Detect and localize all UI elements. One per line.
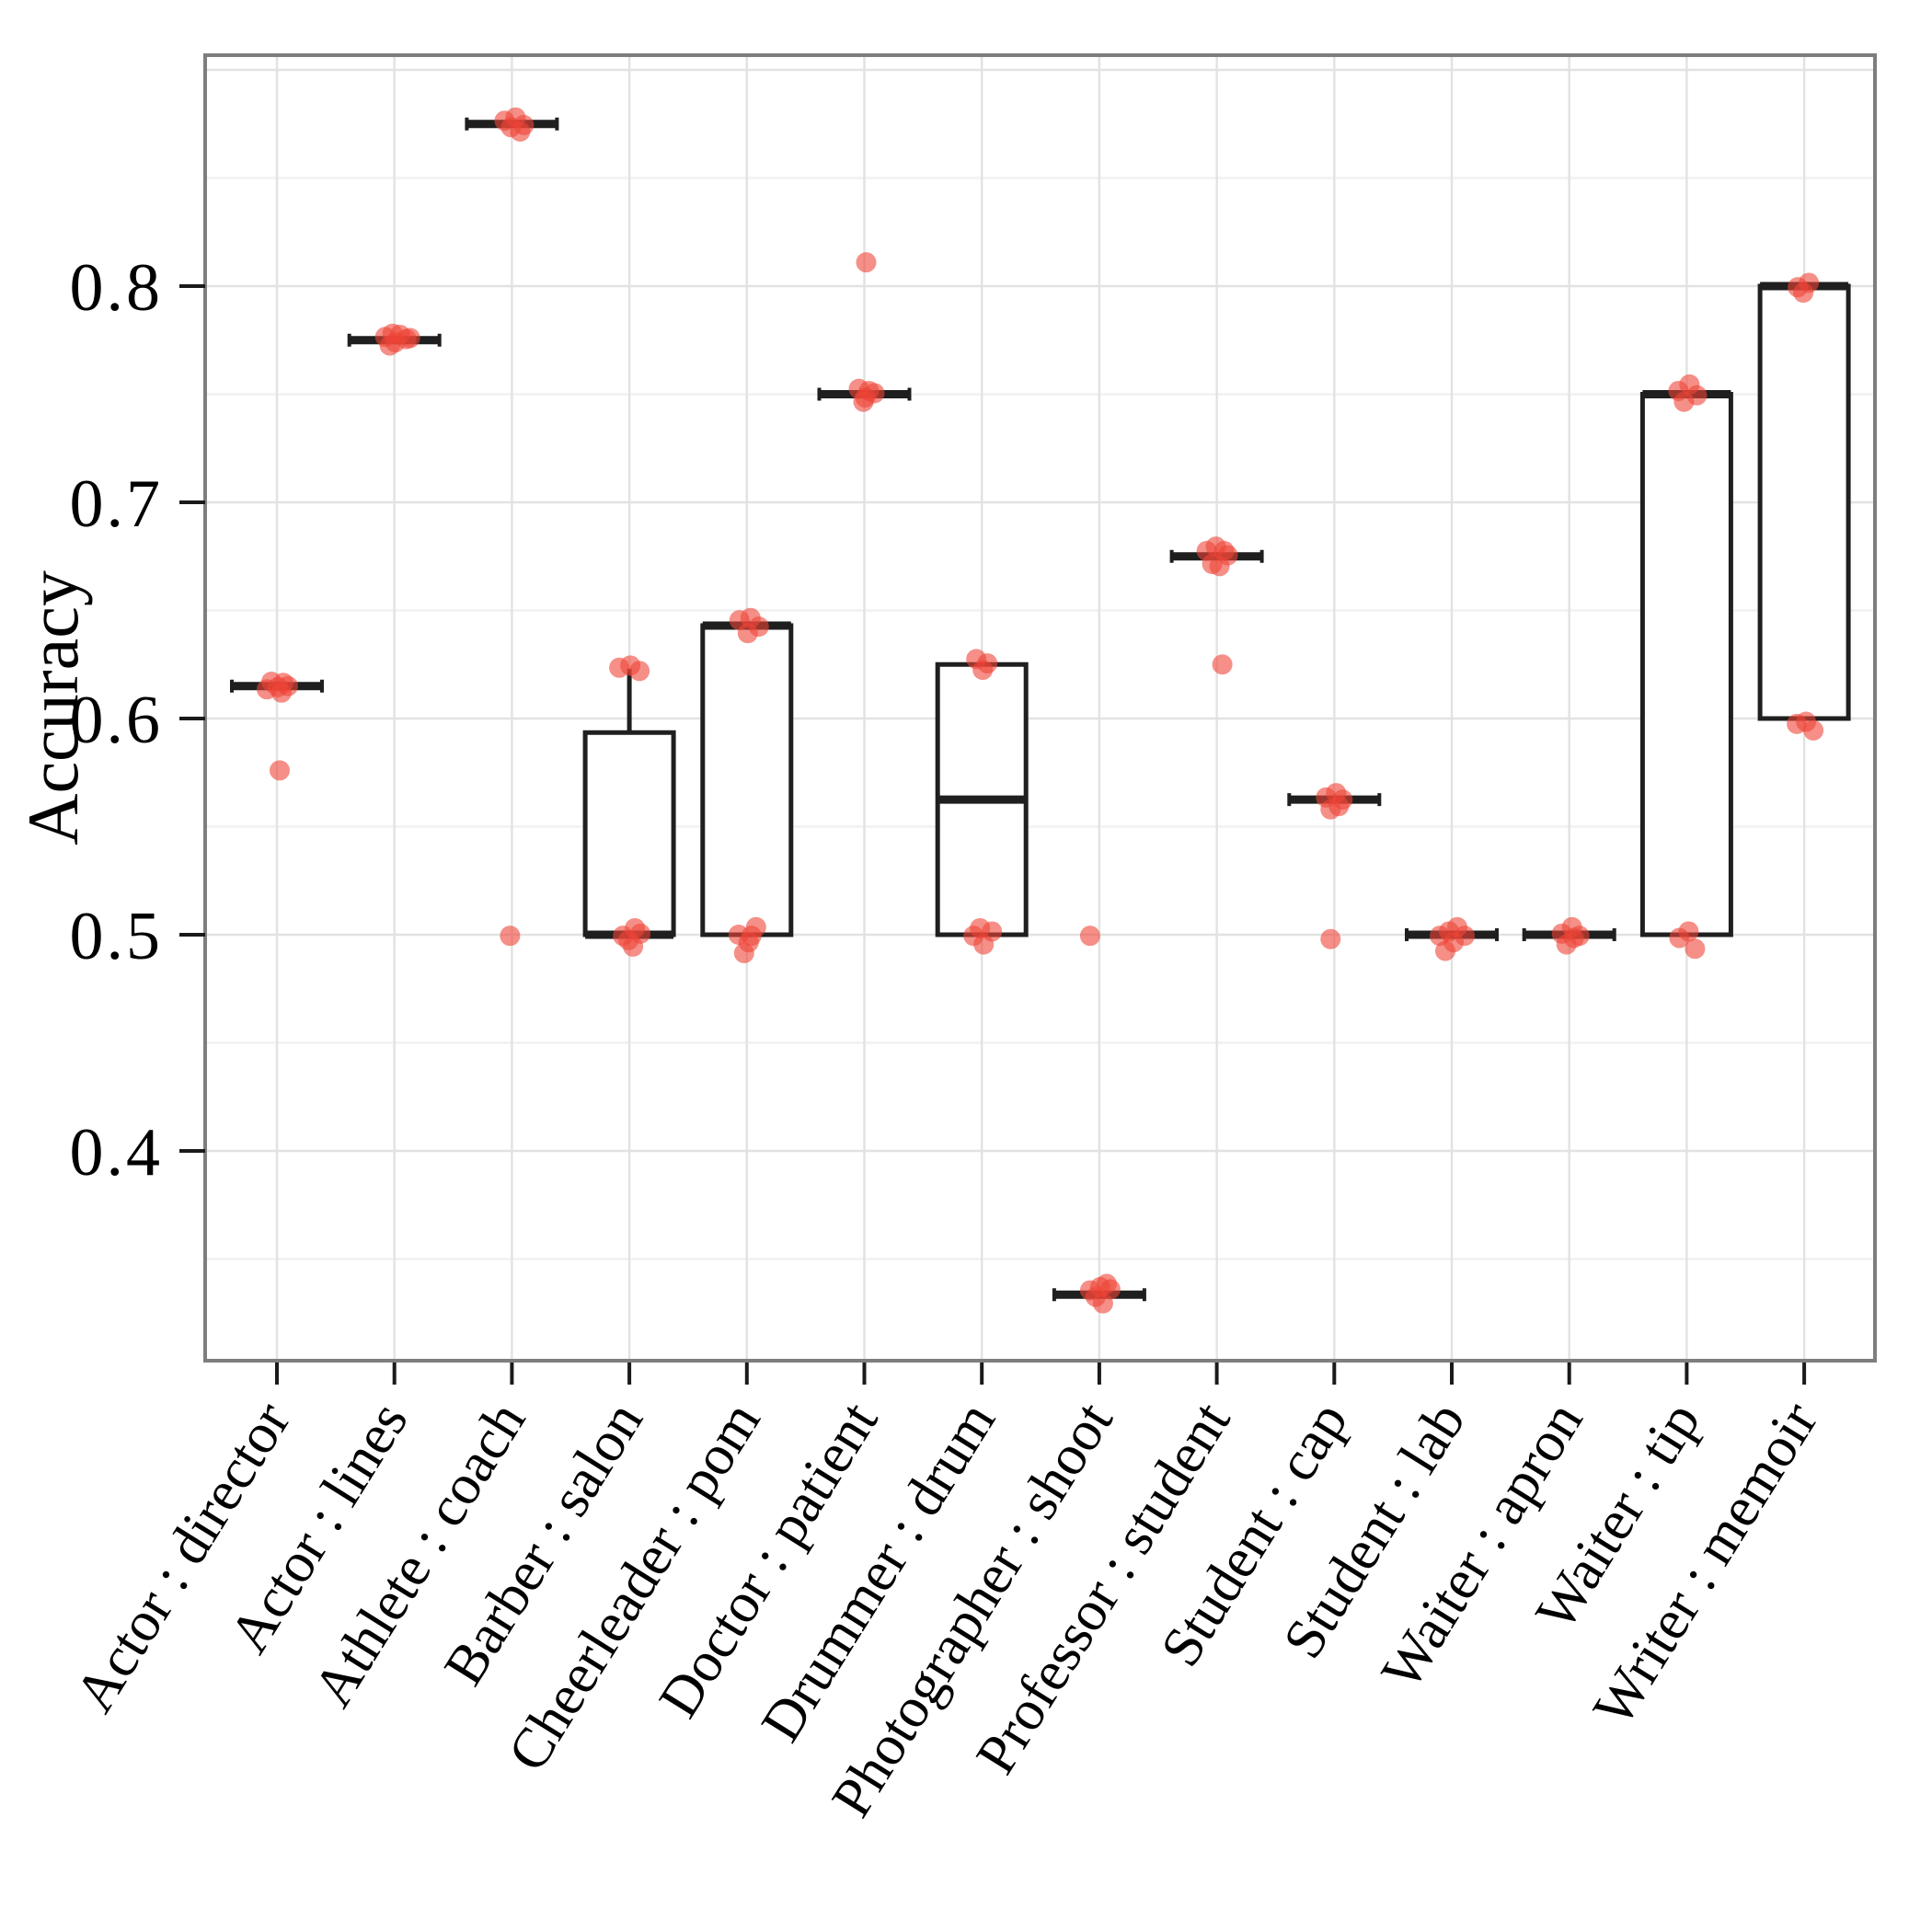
data-point <box>1803 719 1824 741</box>
data-point <box>379 335 400 356</box>
data-point <box>1217 545 1238 566</box>
box-iqr <box>582 730 676 937</box>
data-point <box>629 661 650 682</box>
plot-panel <box>205 55 1875 1361</box>
y-tick-label: 0.4 <box>70 1115 164 1190</box>
y-tick-label: 0.7 <box>70 466 164 542</box>
data-point <box>278 675 298 696</box>
data-point <box>1099 1279 1121 1300</box>
data-point <box>1685 938 1706 960</box>
data-point <box>1678 921 1699 942</box>
box-iqr <box>1757 283 1851 721</box>
data-point <box>1079 926 1100 947</box>
panel-border <box>203 53 1877 1363</box>
box-iqr <box>700 623 794 937</box>
data-point <box>737 623 758 644</box>
data-point <box>1320 928 1341 949</box>
y-tick-label: 0.5 <box>70 899 164 974</box>
data-point <box>733 942 754 963</box>
data-point <box>853 391 874 412</box>
box-iqr <box>1639 392 1733 937</box>
data-point <box>856 252 877 273</box>
data-point <box>1212 654 1233 675</box>
data-point <box>972 660 994 681</box>
data-point <box>625 917 646 938</box>
data-point <box>510 121 531 142</box>
y-tick-label: 0.6 <box>70 683 164 758</box>
data-point <box>270 760 290 781</box>
data-point <box>1435 940 1455 961</box>
y-tick-label: 0.8 <box>70 250 164 326</box>
y-axis-title: Accuracy <box>13 570 93 845</box>
data-point <box>741 926 762 947</box>
data-point <box>500 926 521 947</box>
data-point <box>1673 391 1695 412</box>
data-point <box>1328 796 1350 817</box>
data-point <box>1563 927 1584 949</box>
data-point <box>1793 282 1814 304</box>
data-point <box>399 328 420 349</box>
data-point <box>970 917 991 938</box>
